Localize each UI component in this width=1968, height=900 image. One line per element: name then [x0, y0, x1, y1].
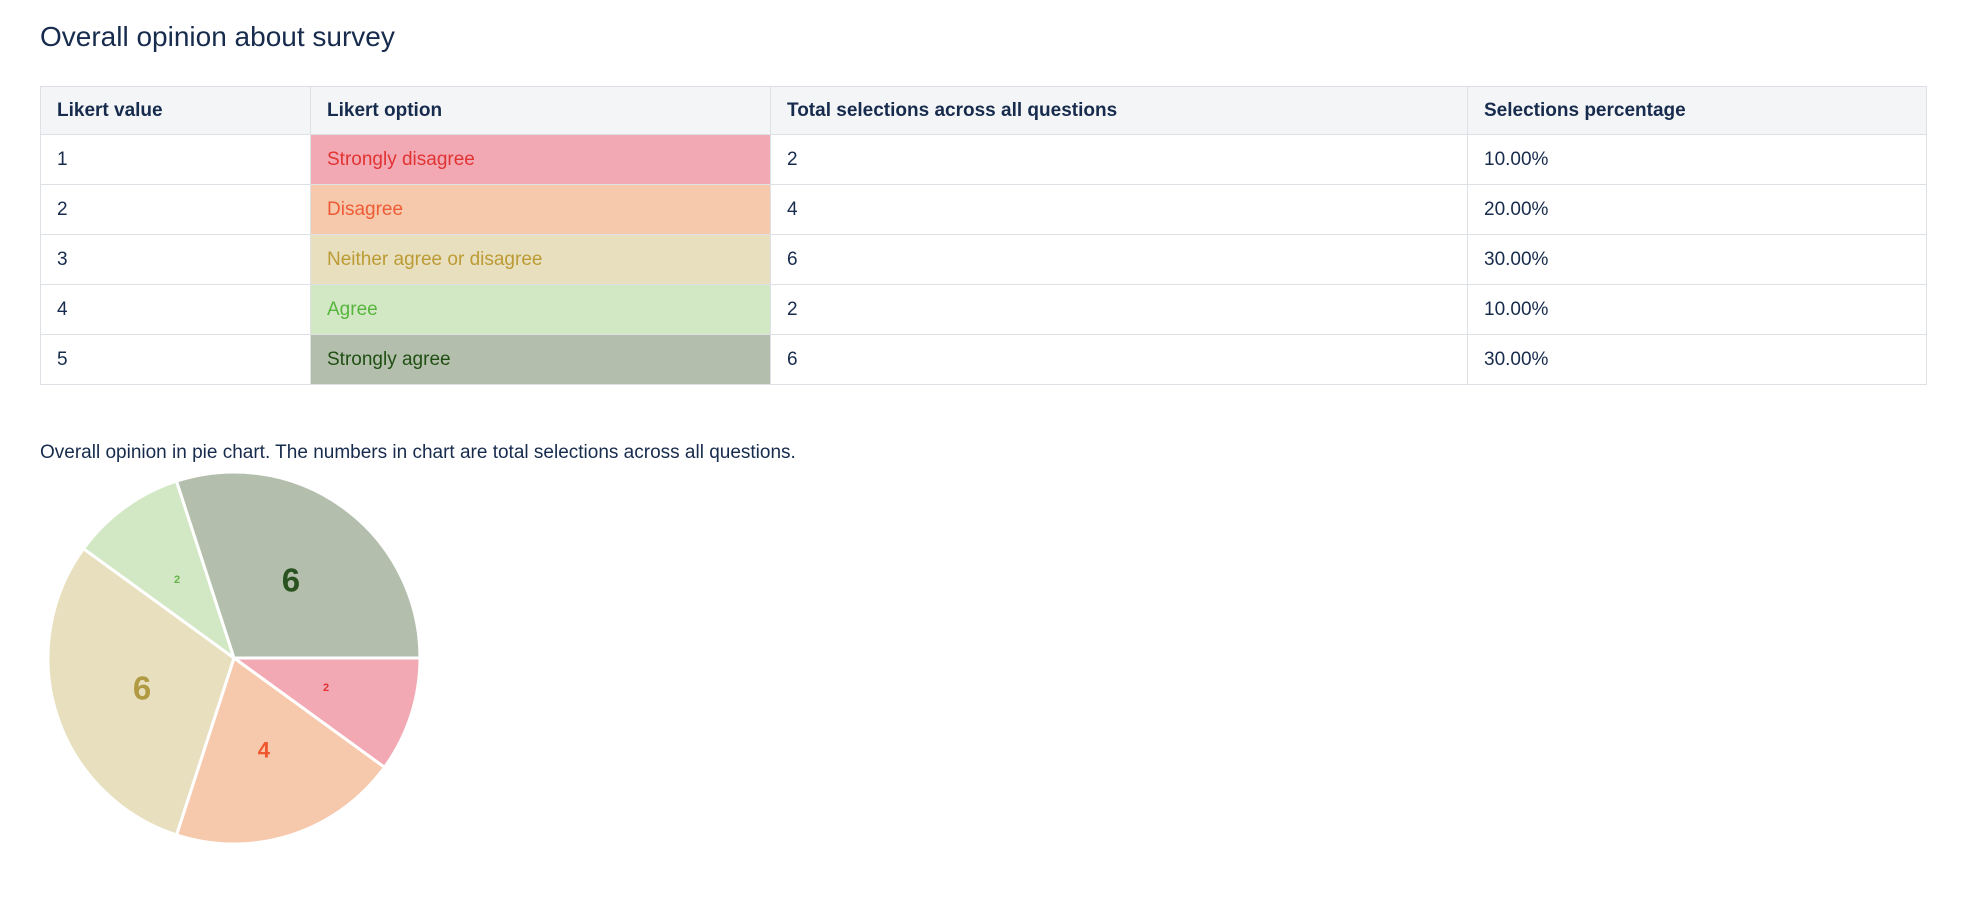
- likert-value-cell: 5: [40, 334, 311, 385]
- pie-data-label-neither-agree-or-disagree: 6: [133, 669, 151, 706]
- likert-option-cell: Strongly disagree: [310, 134, 771, 185]
- col-header-selections-percentage: Selections percentage: [1467, 86, 1927, 135]
- table-row: 2 Disagree 4 20.00%: [40, 184, 1927, 235]
- total-selections-cell: 2: [770, 284, 1468, 335]
- pie-data-label-disagree: 4: [258, 738, 271, 763]
- pie-slice-neither-agree-or-disagree[interactable]: [46, 547, 236, 837]
- likert-value-cell: 3: [40, 234, 311, 285]
- pie-data-label-strongly-disagree: 2: [323, 682, 329, 694]
- report-page: Overall opinion about survey Likert valu…: [0, 20, 1968, 848]
- likert-option-cell: Disagree: [310, 184, 771, 235]
- page-title: Overall opinion about survey: [40, 21, 395, 52]
- pie-caption: Overall opinion in pie chart. The number…: [40, 442, 796, 463]
- table-row: 3 Neither agree or disagree 6 30.00%: [40, 234, 1927, 285]
- overall-opinion-pie-chart[interactable]: 2 4 6 2 6: [44, 468, 424, 848]
- total-selections-cell: 2: [770, 134, 1468, 185]
- selections-percentage-cell: 30.00%: [1467, 234, 1927, 285]
- col-header-likert-option: Likert option: [310, 86, 771, 135]
- pie-slice-strongly-disagree[interactable]: [232, 656, 422, 769]
- total-selections-cell: 4: [770, 184, 1468, 235]
- selections-percentage-cell: 20.00%: [1467, 184, 1927, 235]
- likert-value-cell: 2: [40, 184, 311, 235]
- pie-slice-strongly-agree[interactable]: [175, 470, 422, 660]
- likert-option-cell: Agree: [310, 284, 771, 335]
- table-body: 1 Strongly disagree 2 10.00% 2 Disagree 4 20.00…: [40, 134, 1927, 385]
- pie-data-label-agree: 2: [174, 574, 180, 586]
- pie-slice-agree[interactable]: [82, 479, 236, 660]
- selections-percentage-cell: 10.00%: [1467, 284, 1927, 335]
- pie-slice-disagree[interactable]: [175, 656, 386, 846]
- likert-summary-table: Likert value Likert option Total selecti…: [40, 86, 1927, 385]
- likert-option-cell: Strongly agree: [310, 334, 771, 385]
- selections-percentage-cell: 30.00%: [1467, 334, 1927, 385]
- likert-option-cell: Neither agree or disagree: [310, 234, 771, 285]
- table-header-row: Likert value Likert option Total selecti…: [40, 86, 1927, 135]
- total-selections-cell: 6: [770, 234, 1468, 285]
- table-row: 1 Strongly disagree 2 10.00%: [40, 134, 1927, 185]
- table-row: 4 Agree 2 10.00%: [40, 284, 1927, 335]
- likert-value-cell: 4: [40, 284, 311, 335]
- col-header-total-selections: Total selections across all questions: [770, 86, 1468, 135]
- table-row: 5 Strongly agree 6 30.00%: [40, 334, 1927, 385]
- total-selections-cell: 6: [770, 334, 1468, 385]
- likert-value-cell: 1: [40, 134, 311, 185]
- selections-percentage-cell: 10.00%: [1467, 134, 1927, 185]
- col-header-likert-value: Likert value: [40, 86, 311, 135]
- pie-data-label-strongly-agree: 6: [282, 561, 300, 598]
